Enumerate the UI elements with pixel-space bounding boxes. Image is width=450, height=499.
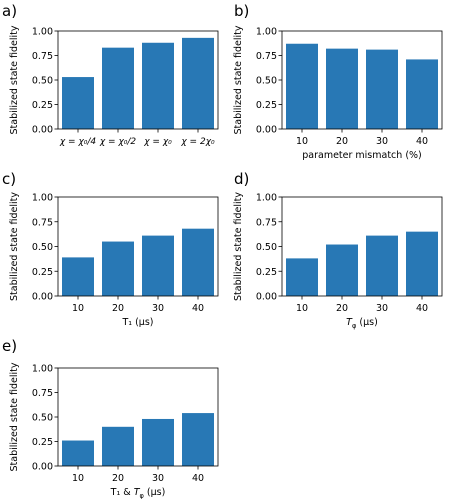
panel-label-c: c) [2,170,17,188]
bar-4 [182,413,214,466]
x-tick-label: χ = χ₀/4 [59,137,97,147]
y-tick-label: 0.25 [256,267,277,278]
bar-1 [286,258,318,296]
x-tick-label: χ = 2χ₀ [180,137,215,147]
x-tick-label: 10 [296,136,308,147]
bar-1 [286,43,318,129]
bar-2 [326,244,358,296]
x-tick-label: 40 [416,136,428,147]
bar-3 [142,418,174,466]
bar-3 [142,42,174,130]
x-tick-label: 30 [376,136,388,147]
x-tick-label: 30 [376,303,388,314]
bar-4 [182,37,214,129]
y-axis-label: Stabilized state fidelity [9,362,20,471]
bar-2 [102,241,134,296]
x-tick-label: χ = χ₀/2 [99,137,137,147]
chart-b: 0.00 0.25 0.50 0.75 1.00 10 20 30 40 Stabilized s… [233,25,443,161]
y-tick-label: 1.00 [32,364,53,375]
bar-2 [326,48,358,129]
y-tick-label: 0.25 [32,267,53,278]
chart-a: 0.00 0.25 0.50 0.75 1.00 χ = χ₀/4 χ = χ₀/2 χ = … [9,25,219,147]
bar-4 [182,228,214,296]
y-tick-label: 1.00 [32,27,53,38]
x-tick-label: 10 [296,303,308,314]
panel-label-b: b) [234,2,250,20]
y-tick-label: 0.75 [256,51,277,62]
y-tick-label: 0.50 [256,76,277,87]
y-tick-label: 0.00 [32,125,53,136]
y-tick-label: 0.00 [32,462,53,473]
panel-label-d: d) [234,170,250,188]
bar-1 [62,257,94,296]
x-tick-label: 40 [416,303,428,314]
y-tick-label: 0.50 [32,76,53,87]
x-axis-label: parameter mismatch (%) [302,150,422,161]
y-tick-label: 0.00 [256,125,277,136]
bar-3 [366,235,398,296]
bar-4 [406,59,438,129]
bar-3 [366,49,398,130]
y-axis-label: Stabilized state fidelity [233,25,244,134]
y-axis-label: Stabilized state fidelity [9,25,20,134]
x-tick-label: 30 [152,473,164,484]
bar-2 [102,47,134,129]
x-tick-label: 30 [152,303,164,314]
panel-label-e: e) [2,337,18,355]
y-tick-label: 0.75 [256,217,277,228]
x-tick-label: 40 [192,473,204,484]
x-axis-label: T₁ & Tφ​ (μs) [110,487,166,499]
x-axis-label: Tφ​ (μs) [346,317,378,330]
chart-c: 0.00 0.25 0.50 0.75 1.00 10 20 30 40 Stabilized s… [9,192,219,328]
y-tick-label: 0.00 [256,292,277,303]
y-axis-label: Stabilized state fidelity [9,192,20,301]
x-tick-label: 40 [192,303,204,314]
y-tick-label: 0.75 [32,388,53,399]
y-axis-label: Stabilized state fidelity [233,192,244,301]
bar-1 [62,440,94,466]
x-tick-label: 10 [72,473,84,484]
y-tick-label: 0.00 [32,292,53,303]
y-tick-label: 1.00 [256,27,277,38]
bar-4 [406,231,438,296]
y-tick-label: 0.75 [32,51,53,62]
chart-e: 0.00 0.25 0.50 0.75 1.00 10 20 30 40 Stabilized s… [9,362,219,499]
x-tick-label: 20 [336,136,348,147]
y-tick-label: 0.25 [32,437,53,448]
x-tick-label: 20 [112,473,124,484]
bar-1 [62,77,94,129]
chart-d: 0.00 0.25 0.50 0.75 1.00 10 20 30 40 Stabilized s… [233,192,443,330]
y-tick-label: 1.00 [256,193,277,204]
panel-label-a: a) [2,2,18,20]
x-tick-label: χ = χ₀ [143,137,172,147]
y-tick-label: 0.50 [32,242,53,253]
bar-3 [142,235,174,296]
y-tick-label: 0.50 [256,242,277,253]
y-tick-label: 0.25 [32,100,53,111]
bar-2 [102,426,134,466]
y-tick-label: 0.25 [256,100,277,111]
y-tick-label: 0.75 [32,217,53,228]
x-tick-label: 10 [72,303,84,314]
x-tick-label: 20 [336,303,348,314]
x-axis-label: T₁ (μs) [121,317,153,328]
x-tick-label: 20 [112,303,124,314]
y-tick-label: 0.50 [32,413,53,424]
y-tick-label: 1.00 [32,193,53,204]
